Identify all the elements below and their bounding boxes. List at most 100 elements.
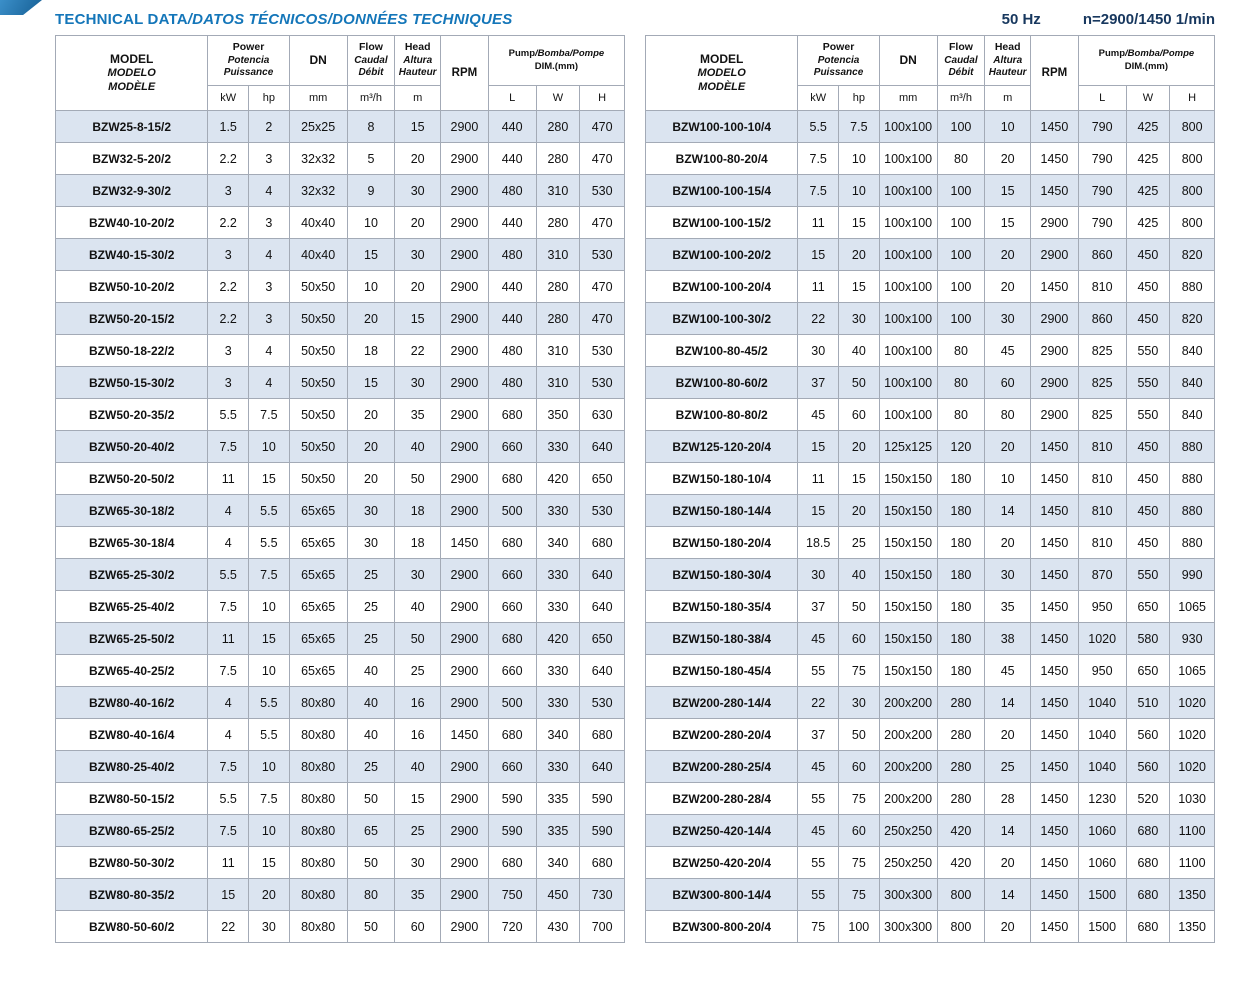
value-cell: 100 bbox=[936, 270, 986, 303]
value-cell: 640 bbox=[579, 590, 625, 623]
title-translations: /DATOS TÉCNICOS/DONNÉES TECHNIQUES bbox=[187, 11, 513, 28]
value-cell: 1450 bbox=[1030, 174, 1079, 207]
unit-head: m bbox=[984, 85, 1032, 111]
value-cell: 590 bbox=[579, 782, 625, 815]
value-cell: 18 bbox=[394, 526, 442, 559]
value-cell: 22 bbox=[797, 686, 840, 719]
table-row: BZW65-25-40/2 7.5 10 65x65 25 40 2900 660 330 640 bbox=[54, 590, 625, 623]
value-cell: 500 bbox=[487, 494, 537, 527]
value-cell: 40 bbox=[346, 654, 396, 687]
value-cell: 5.5 bbox=[207, 558, 250, 591]
value-cell: 520 bbox=[1125, 782, 1171, 815]
value-cell: 430 bbox=[535, 910, 581, 943]
value-cell: 3 bbox=[248, 302, 290, 335]
table-row: BZW50-20-15/2 2.2 3 50x50 20 15 2900 440 280 470 bbox=[54, 302, 625, 335]
value-cell: 30 bbox=[248, 910, 290, 943]
value-cell: 55 bbox=[797, 846, 840, 879]
value-cell: 340 bbox=[535, 526, 581, 559]
value-cell: 1450 bbox=[440, 718, 489, 751]
value-cell: 720 bbox=[487, 910, 537, 943]
value-cell: 30 bbox=[984, 302, 1032, 335]
value-cell: 680 bbox=[579, 846, 625, 879]
value-cell: 5.5 bbox=[248, 494, 290, 527]
value-cell: 280 bbox=[936, 782, 986, 815]
value-cell: 60 bbox=[394, 910, 442, 943]
value-cell: 40 bbox=[394, 750, 442, 783]
value-cell: 120 bbox=[936, 430, 986, 463]
unit-head: m bbox=[394, 85, 442, 111]
value-cell: 11 bbox=[207, 846, 250, 879]
value-cell: 590 bbox=[487, 814, 537, 847]
unit-kw: kW bbox=[207, 85, 250, 111]
col-header-flow: Flow Caudal Débit bbox=[936, 35, 986, 86]
value-cell: 4 bbox=[248, 238, 290, 271]
table-row: BZW200-280-14/4 22 30 200x200 280 14 1450 1040 5… bbox=[644, 686, 1215, 719]
value-cell: 45 bbox=[797, 398, 840, 431]
value-cell: 50 bbox=[838, 718, 880, 751]
unit-l: L bbox=[1077, 85, 1127, 111]
value-cell: 15 bbox=[346, 238, 396, 271]
value-cell: 550 bbox=[1125, 366, 1171, 399]
value-cell: 22 bbox=[207, 910, 250, 943]
table-row: BZW32-9-30/2 3 4 32x32 9 30 2900 480 310 530 bbox=[54, 174, 625, 207]
value-cell: 425 bbox=[1125, 206, 1171, 239]
value-cell: 2900 bbox=[440, 302, 489, 335]
value-cell: 25 bbox=[346, 590, 396, 623]
unit-h: H bbox=[1169, 85, 1215, 111]
model-cell: BZW100-80-60/2 bbox=[644, 366, 799, 399]
value-cell: 660 bbox=[487, 590, 537, 623]
value-cell: 7.5 bbox=[248, 398, 290, 431]
value-cell: 30 bbox=[394, 366, 442, 399]
value-cell: 35 bbox=[984, 590, 1032, 623]
value-cell: 340 bbox=[535, 718, 581, 751]
model-cell: BZW300-800-20/4 bbox=[644, 910, 799, 943]
value-cell: 18.5 bbox=[797, 526, 840, 559]
value-cell: 1040 bbox=[1077, 750, 1127, 783]
value-cell: 7.5 bbox=[207, 430, 250, 463]
value-cell: 880 bbox=[1169, 430, 1215, 463]
value-cell: 350 bbox=[535, 398, 581, 431]
value-cell: 2900 bbox=[440, 846, 489, 879]
col-header-head: Head Altura Hauteur bbox=[394, 35, 442, 86]
frequency-label: 50 Hz bbox=[1001, 11, 1041, 28]
model-cell: BZW200-280-14/4 bbox=[644, 686, 799, 719]
value-cell: 15 bbox=[838, 270, 880, 303]
value-cell: 680 bbox=[579, 526, 625, 559]
value-cell: 280 bbox=[936, 686, 986, 719]
value-cell: 15 bbox=[797, 430, 840, 463]
value-cell: 1450 bbox=[1030, 462, 1079, 495]
value-cell: 7.5 bbox=[797, 174, 840, 207]
units-row: kW hp mm m³/h m L W H bbox=[56, 85, 625, 111]
model-cell: BZW65-30-18/4 bbox=[54, 526, 209, 559]
title-bar: TECHNICAL DATA/DATOS TÉCNICOS/DONNÉES TE… bbox=[0, 0, 1254, 35]
value-cell: 100 bbox=[838, 910, 880, 943]
value-cell: 450 bbox=[1125, 238, 1171, 271]
value-cell: 5 bbox=[346, 142, 396, 175]
speed-label: n=2900/1450 1/min bbox=[1082, 11, 1215, 28]
value-cell: 15 bbox=[394, 110, 442, 143]
value-cell: 180 bbox=[936, 654, 986, 687]
model-cell: BZW80-50-15/2 bbox=[54, 782, 209, 815]
value-cell: 30 bbox=[346, 526, 396, 559]
value-cell: 50x50 bbox=[288, 462, 348, 495]
value-cell: 100x100 bbox=[878, 206, 938, 239]
value-cell: 530 bbox=[579, 366, 625, 399]
value-cell: 1100 bbox=[1169, 846, 1215, 879]
value-cell: 800 bbox=[1169, 206, 1215, 239]
value-cell: 15 bbox=[984, 206, 1032, 239]
value-cell: 2900 bbox=[1030, 206, 1079, 239]
value-cell: 630 bbox=[579, 398, 625, 431]
value-cell: 2.2 bbox=[207, 270, 250, 303]
value-cell: 2900 bbox=[1030, 366, 1079, 399]
value-cell: 530 bbox=[579, 494, 625, 527]
value-cell: 30 bbox=[394, 174, 442, 207]
value-cell: 1450 bbox=[1030, 270, 1079, 303]
model-cell: BZW50-20-50/2 bbox=[54, 462, 209, 495]
value-cell: 2900 bbox=[440, 686, 489, 719]
value-cell: 75 bbox=[838, 846, 880, 879]
value-cell: 65x65 bbox=[288, 590, 348, 623]
value-cell: 2900 bbox=[440, 878, 489, 911]
value-cell: 250x250 bbox=[878, 814, 938, 847]
unit-w: W bbox=[535, 85, 581, 111]
